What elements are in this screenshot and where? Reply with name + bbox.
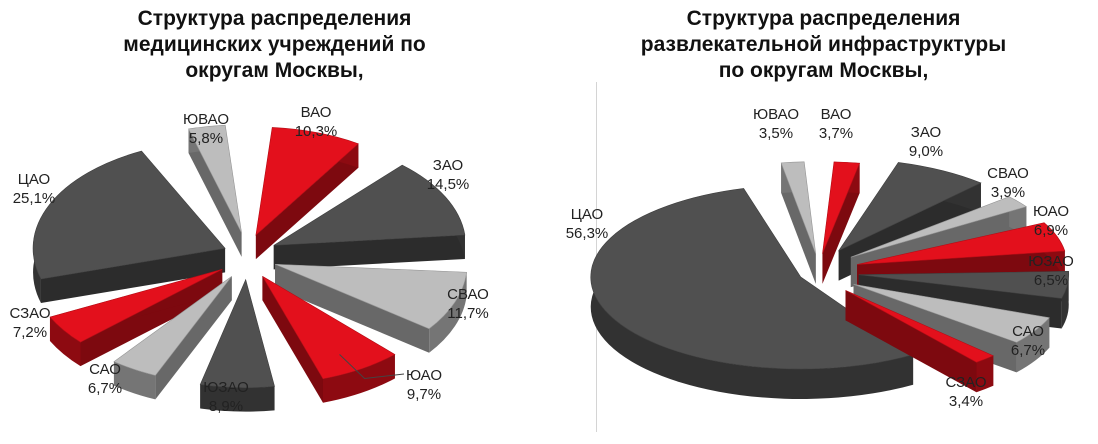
- pie-slice: [262, 275, 396, 403]
- chart-title-line: медицинских учреждений по: [123, 33, 426, 56]
- slice-label: СВАО 3,9%: [987, 165, 1029, 201]
- slice-label-name: ЮЗАО: [1028, 253, 1074, 270]
- slice-label-name: ЦАО: [571, 206, 603, 223]
- slice-label-value: 3,5%: [759, 125, 793, 142]
- slice-label-name: СЗАО: [9, 305, 50, 322]
- pie-chart-entertainment: ВАО 3,7% ЗАО 9,0% СВАО 3,9% ЮАО 6,9% ЮЗАО 6,5% САО…: [566, 106, 1074, 410]
- slice-label-name: ЮЗАО: [203, 379, 249, 396]
- slice-label-name: ЮАО: [406, 367, 442, 384]
- slice-label-value: 56,3%: [566, 225, 609, 242]
- chart-title-line: по округам Москвы,: [718, 59, 929, 82]
- slice-label-value: 6,7%: [88, 380, 122, 397]
- slice-label-value: 8,9%: [209, 398, 243, 415]
- slice-label: СВАО 11,7%: [447, 286, 489, 322]
- chart-entertainment-infrastructure: Структура распределения развлекательной …: [549, 0, 1098, 444]
- slice-label-value: 6,7%: [1011, 342, 1045, 359]
- slice-label-name: САО: [89, 361, 121, 378]
- slice-label: ЗАО 14,5%: [427, 157, 470, 193]
- slice-label-value: 25,1%: [13, 190, 56, 207]
- chart-title-line: округам Москвы,: [185, 59, 364, 82]
- slice-label-name: САО: [1012, 323, 1044, 340]
- slice-label: ЮВАО 5,8%: [183, 111, 229, 147]
- slice-label-value: 7,2%: [13, 324, 47, 341]
- slice-label-name: ВАО: [821, 106, 852, 123]
- slice-label-name: СВАО: [987, 165, 1029, 182]
- pie-slice: [199, 278, 275, 412]
- pie-slice: [255, 127, 359, 260]
- slice-label-value: 10,3%: [295, 123, 338, 140]
- slice-label-value: 3,9%: [991, 184, 1025, 201]
- chart-title: Структура распределения медицинских учре…: [0, 6, 549, 84]
- slice-label-value: 9,7%: [407, 386, 441, 403]
- slice-label-value: 3,4%: [949, 393, 983, 410]
- pie-chart-medical: ВАО 10,3% ЗАО 14,5% СВАО 11,7% ЮАО 9,7% ЮЗАО 8,9%…: [9, 104, 489, 415]
- slice-label-value: 11,7%: [447, 305, 488, 322]
- pie-slice: [188, 124, 242, 257]
- slice-label: САО 6,7%: [88, 361, 122, 397]
- slice-label-value: 9,0%: [909, 143, 943, 160]
- slice-label-name: ЗАО: [911, 124, 941, 141]
- slice-label-name: ЮВАО: [753, 106, 799, 123]
- slice-label-name: ЗАО: [433, 157, 463, 174]
- slice-label: СЗАО 3,4%: [945, 374, 986, 410]
- pie-slice: [32, 150, 226, 303]
- pie-slice: [845, 290, 994, 393]
- pie-slice: [590, 188, 914, 399]
- slice-label: ВАО 10,3%: [295, 104, 338, 140]
- leader-line: [339, 354, 405, 379]
- chart-title-line: Структура распределения: [137, 7, 412, 30]
- slice-label: ЮВАО 3,5%: [753, 106, 799, 142]
- slice-label-value: 6,5%: [1034, 272, 1068, 289]
- slice-label: ЦАО 25,1%: [13, 171, 56, 207]
- pie-slice: [49, 269, 223, 367]
- chart-title-line: развлекательной инфраструктуры: [640, 33, 1007, 56]
- slice-label: ЮЗАО 8,9%: [203, 379, 249, 415]
- slice-label-name: СВАО: [447, 286, 489, 303]
- pie-slice: [822, 161, 861, 284]
- slice-label-name: ЦАО: [18, 171, 50, 188]
- slice-label: СЗАО 7,2%: [9, 305, 50, 341]
- pie-slice: [113, 276, 232, 400]
- slice-label: САО 6,7%: [1011, 323, 1045, 359]
- slice-label-value: 6,9%: [1034, 222, 1068, 239]
- slice-label: ЮАО 6,9%: [1033, 203, 1069, 239]
- chart-title-line: Структура распределения: [686, 7, 961, 30]
- slice-label: ЮЗАО 6,5%: [1028, 253, 1074, 289]
- slice-label: ЦАО 56,3%: [566, 206, 609, 242]
- slice-label: ЗАО 9,0%: [909, 124, 943, 160]
- slice-label-value: 3,7%: [819, 125, 853, 142]
- pie-slice: [780, 161, 817, 284]
- chart-title: Структура распределения развлекательной …: [549, 6, 1098, 84]
- slice-label-name: СЗАО: [945, 374, 986, 391]
- pie-slice: [274, 263, 467, 353]
- slice-label: ВАО 3,7%: [819, 106, 853, 142]
- slice-label: ЮАО 9,7%: [406, 367, 442, 403]
- chart-medical-institutions: Структура распределения медицинских учре…: [0, 6, 549, 415]
- slice-label-name: ЮВАО: [183, 111, 229, 128]
- slice-label-name: ЮАО: [1033, 203, 1069, 220]
- pie-slice: [273, 164, 466, 270]
- slice-label-value: 5,8%: [189, 130, 223, 147]
- slice-label-value: 14,5%: [427, 176, 470, 193]
- slice-label-name: ВАО: [301, 104, 332, 121]
